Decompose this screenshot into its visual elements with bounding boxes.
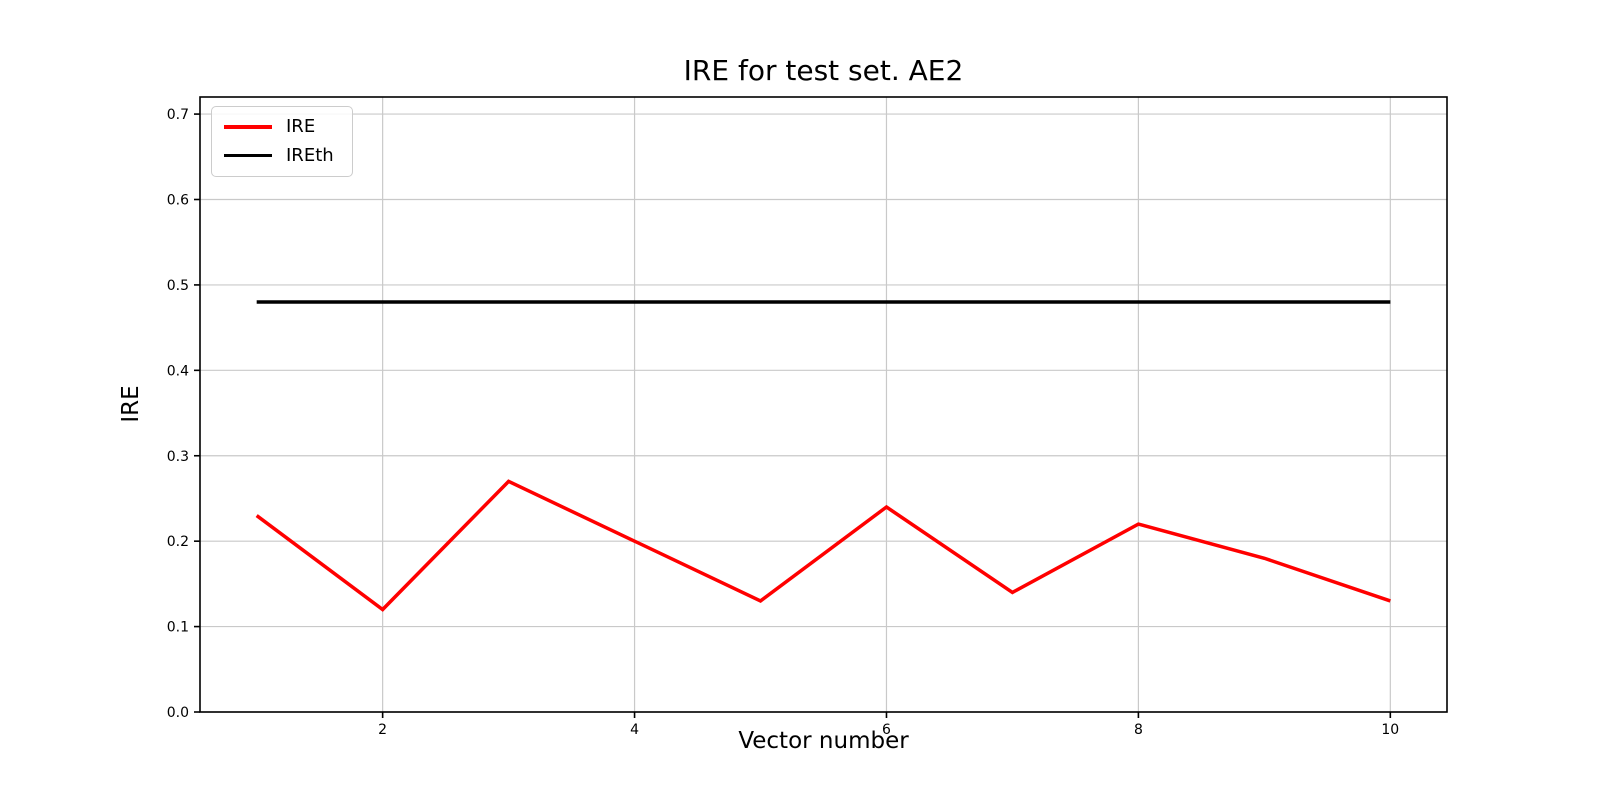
- y-tick-label: 0.0: [167, 705, 189, 721]
- y-tick-label: 0.7: [167, 107, 189, 123]
- y-tick-label: 0.4: [167, 363, 189, 379]
- series-line-IRE: [255, 479, 1391, 612]
- legend: IRE IREth: [211, 106, 353, 177]
- x-tick-label: 2: [378, 722, 387, 738]
- y-tick-label: 0.5: [167, 278, 189, 294]
- y-tick-label: 0.2: [167, 534, 189, 550]
- y-tick-label: 0.1: [167, 620, 189, 636]
- x-tick-label: 4: [630, 722, 639, 738]
- y-tick-label: 0.6: [167, 193, 189, 209]
- legend-label: IREth: [286, 144, 334, 166]
- legend-label: IRE: [286, 116, 316, 137]
- legend-line-sample: [224, 125, 272, 129]
- legend-entry-IREth: IREth: [224, 144, 334, 166]
- legend-line-sample: [224, 153, 272, 158]
- x-tick-label: 10: [1381, 722, 1399, 738]
- x-tick-label: 8: [1134, 722, 1143, 738]
- y-tick-label: 0.3: [167, 449, 189, 465]
- legend-entry-IRE: IRE: [224, 117, 334, 137]
- x-axis-label: Vector number: [738, 728, 909, 754]
- x-tick-label: 6: [882, 722, 891, 738]
- axes-spines: [199, 96, 1448, 713]
- chart-title: IRE for test set. AE2: [683, 54, 964, 87]
